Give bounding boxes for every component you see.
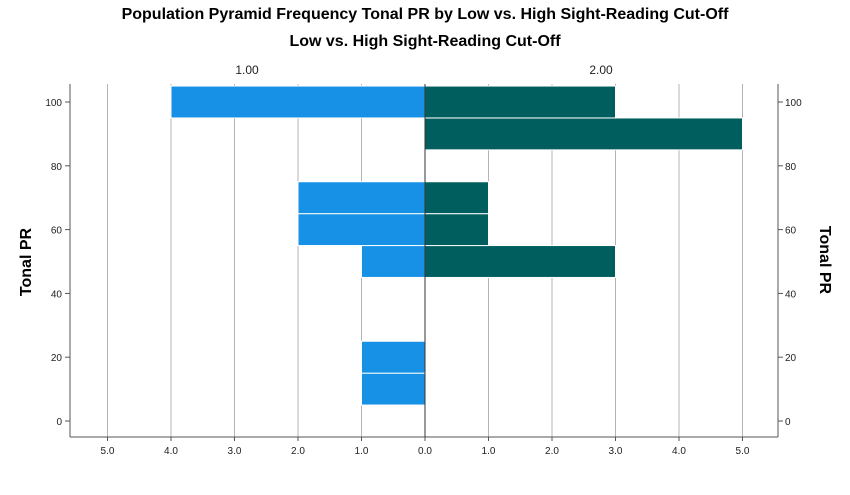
- x-tick-label-left: 3.0: [228, 446, 242, 457]
- y-tick-label-right: 60: [785, 226, 797, 237]
- chart-subtitle: Low vs. High Sight-Reading Cut-Off: [289, 33, 561, 50]
- bar-low: [361, 372, 426, 406]
- x-tick-label-right: 5.0: [736, 446, 750, 457]
- y-tick-label-right: 100: [785, 98, 802, 109]
- x-tick-label-right: 4.0: [672, 446, 686, 457]
- y-tick-label-left: 80: [51, 162, 63, 173]
- x-tick-label-left: 0.0: [418, 446, 432, 457]
- x-tick-label-left: 4.0: [164, 446, 178, 457]
- bar-high: [424, 245, 616, 278]
- x-tick-label-right: 2.0: [545, 446, 559, 457]
- bar-low: [361, 340, 426, 374]
- x-tick-label-left: 5.0: [101, 446, 115, 457]
- bar-high: [424, 117, 743, 151]
- y-tick-label-right: 0: [785, 417, 791, 428]
- y-tick-label-left: 0: [56, 417, 62, 428]
- bar-low: [361, 245, 426, 278]
- y-tick-label-right: 40: [785, 289, 797, 300]
- x-tick-label-right: 3.0: [609, 446, 623, 457]
- bar-high: [424, 181, 489, 215]
- y-tick-label-left: 60: [51, 226, 63, 237]
- group-label-high: 2.00: [589, 63, 613, 77]
- bar-low: [297, 181, 426, 215]
- y-tick-label-right: 80: [785, 162, 797, 173]
- y-tick-label-right: 20: [785, 353, 797, 364]
- y-tick-label-left: 20: [51, 353, 63, 364]
- x-tick-label-left: 1.0: [355, 446, 369, 457]
- group-label-low: 1.00: [235, 63, 259, 77]
- bar-low: [170, 85, 426, 119]
- x-tick-label-right: 1.0: [482, 446, 496, 457]
- x-tick-label-left: 2.0: [291, 446, 305, 457]
- bar-high: [424, 85, 616, 119]
- bar-low: [297, 213, 426, 247]
- y-tick-label-left: 100: [45, 98, 62, 109]
- chart-title: Population Pyramid Frequency Tonal PR by…: [121, 6, 729, 23]
- bar-high: [424, 213, 489, 247]
- y-tick-label-left: 40: [51, 289, 63, 300]
